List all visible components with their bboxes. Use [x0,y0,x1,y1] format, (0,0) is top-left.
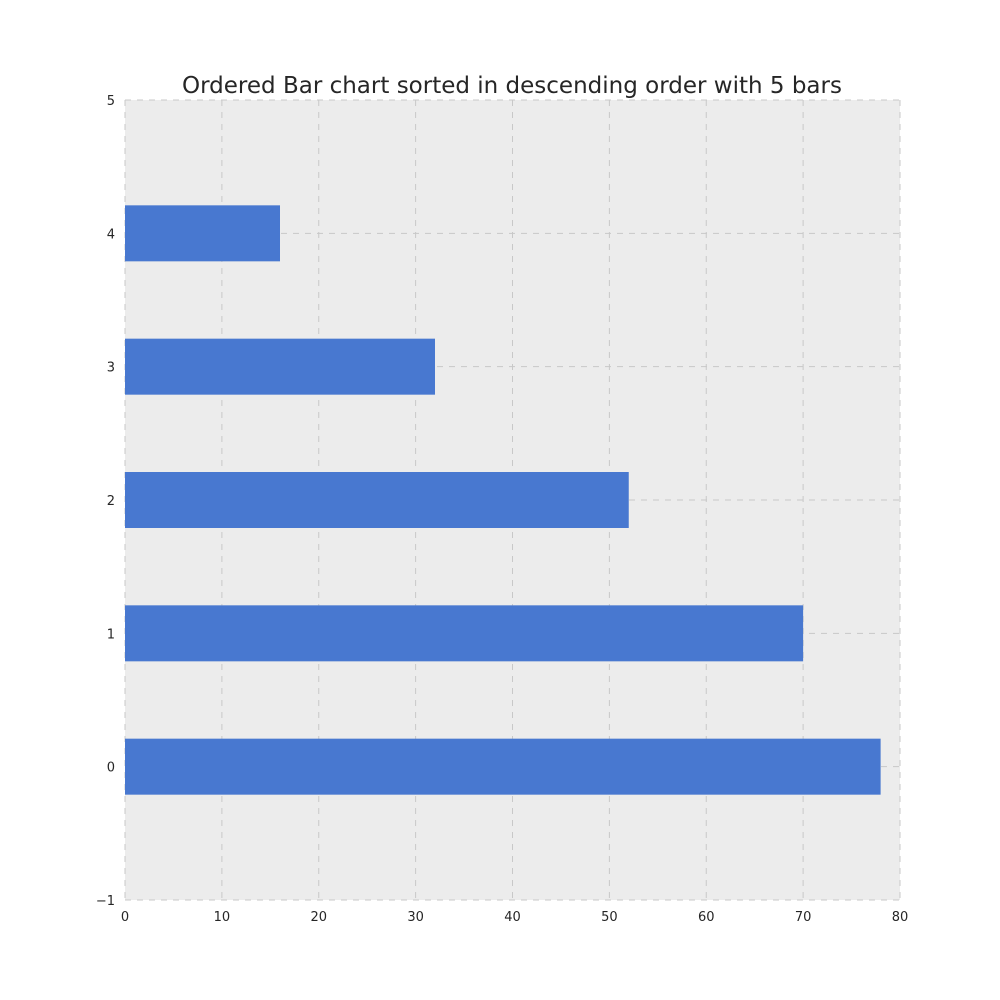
x-tick-labels: 0 10 20 30 40 50 60 70 80 [121,910,908,925]
y-tick-label: 1 [107,627,115,642]
y-tick-label: 0 [107,761,115,776]
x-tick-label: 80 [892,910,909,925]
bar [125,472,629,528]
y-tick-label: 5 [107,94,115,109]
x-tick-label: 30 [407,910,424,925]
bar [125,738,881,795]
x-tick-label: 50 [601,910,618,925]
x-tick-label: 70 [795,910,812,925]
x-tick-label: 0 [121,910,129,925]
y-tick-label: 4 [107,227,115,242]
bar [125,205,280,262]
y-tick-label: −1 [96,894,115,909]
x-tick-label: 20 [310,910,327,925]
bars [125,205,881,795]
x-tick-label: 60 [698,910,715,925]
bar [125,605,804,662]
x-tick-label: 40 [504,910,521,925]
y-tick-labels: −1 0 1 2 3 4 5 [96,94,115,909]
y-tick-label: 2 [107,494,115,509]
bar [125,338,435,395]
chart-title: Ordered Bar chart sorted in descending o… [182,73,842,99]
y-tick-label: 3 [107,361,115,376]
x-tick-label: 10 [214,910,231,925]
